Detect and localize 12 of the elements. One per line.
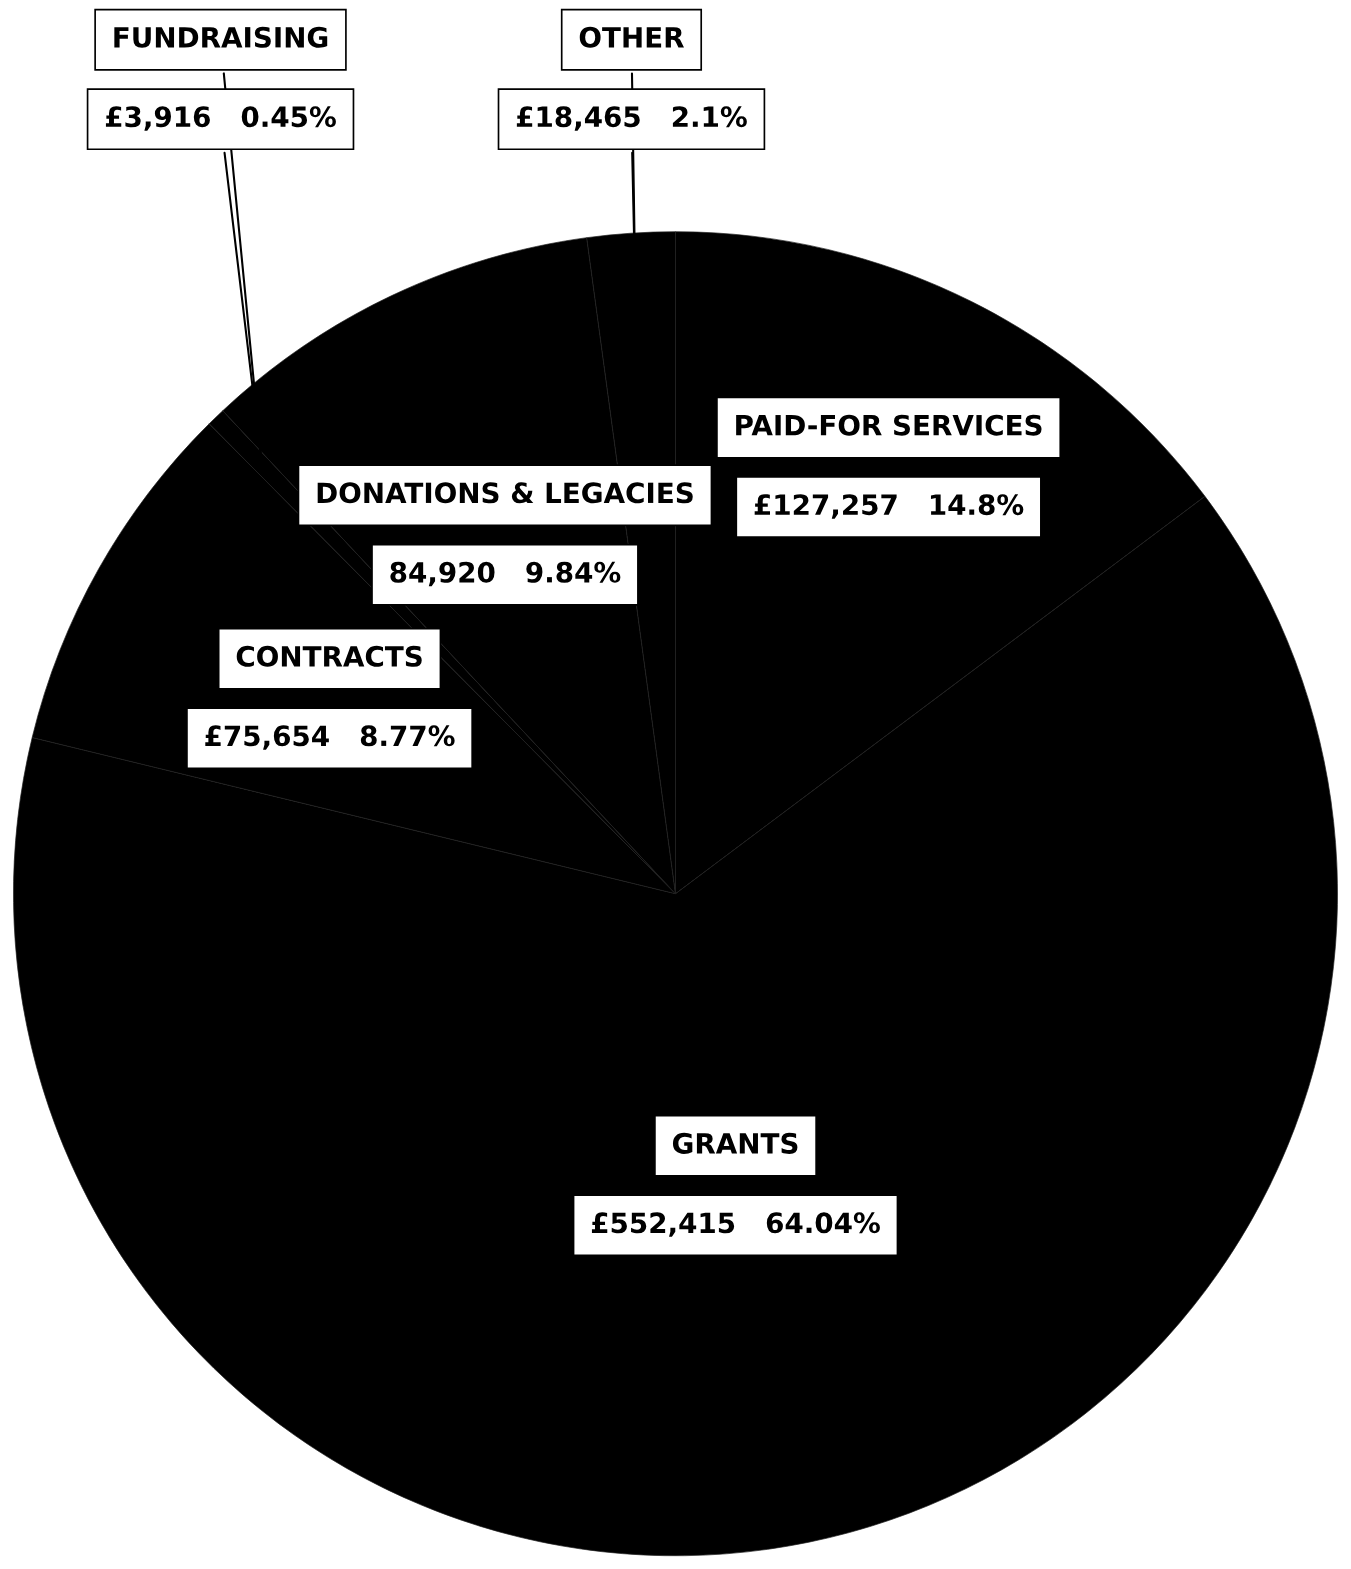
data-label: £75,654 8.77% (205, 725, 455, 750)
slice-label: OTHER (579, 26, 684, 48)
slice-label: GRANTS (672, 1132, 798, 1154)
data-label: £3,916 0.45% (105, 106, 336, 131)
data-label: 84,920 9.84% (390, 561, 621, 587)
slice-label: FUNDRAISING (114, 26, 328, 48)
data-label: £127,257 14.8% (754, 494, 1024, 519)
data-label: £552,415 64.04% (591, 1212, 880, 1237)
slice-label: PAID-FOR SERVICES (736, 414, 1042, 436)
data-label: £18,465 2.1% (516, 106, 747, 131)
slice-label: CONTRACTS (236, 645, 422, 667)
slice-label: DONATIONS & LEGACIES (317, 482, 693, 504)
